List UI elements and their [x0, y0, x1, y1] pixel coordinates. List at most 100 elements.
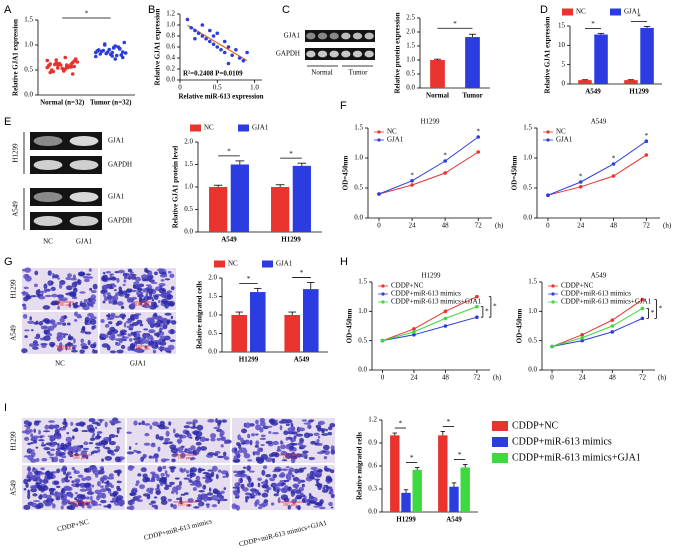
- y-tick-label: 0.5: [358, 336, 367, 344]
- cell-blob: [222, 451, 227, 457]
- cell-blob: [191, 480, 197, 485]
- cell-blob: [87, 312, 94, 317]
- cell-blob: [133, 420, 138, 426]
- cell-blob: [65, 436, 73, 443]
- cell-blob: [289, 445, 295, 450]
- point: [55, 66, 60, 70]
- cell-blob: [63, 485, 71, 491]
- cell-blob: [156, 334, 160, 338]
- cell-blob: [252, 451, 258, 454]
- cell-blob: [223, 456, 230, 461]
- cell-blob: [324, 467, 332, 472]
- cell-blob: [287, 427, 295, 433]
- blot-band: [317, 32, 328, 40]
- cell-blob: [73, 318, 78, 322]
- cell-blob: [83, 278, 90, 283]
- x-tick-label: A549: [446, 516, 462, 524]
- x-tick-label: 0.5: [213, 84, 222, 92]
- cell-blob: [38, 439, 45, 442]
- x-tick-label: 24: [577, 222, 585, 230]
- point: [114, 53, 119, 58]
- cell-blob: [220, 495, 224, 499]
- cell-blob: [27, 489, 31, 495]
- cell-blob: [91, 500, 96, 507]
- blot-band: [329, 50, 339, 58]
- cell-blob: [69, 476, 73, 479]
- scale-label: 100 μm: [73, 502, 87, 507]
- legend-swatch: [262, 260, 273, 268]
- cell-blob: [301, 419, 308, 422]
- cell-blob: [139, 302, 143, 306]
- point: [96, 48, 101, 52]
- cell-blob: [86, 491, 95, 495]
- blot-label: GJA1: [284, 32, 301, 40]
- cell-blob: [220, 444, 224, 448]
- marker: [610, 324, 615, 328]
- cell-blob: [156, 476, 161, 482]
- y-axis-label: Relative protein expression: [394, 12, 402, 93]
- x-unit: (h): [493, 374, 502, 382]
- cell-blob: [146, 487, 153, 493]
- cell-blob: [30, 329, 34, 332]
- cell-blob: [102, 474, 108, 481]
- cell-blob: [109, 350, 117, 354]
- cell-blob: [294, 489, 302, 494]
- series-line: [378, 151, 479, 195]
- cell-blob: [82, 275, 89, 279]
- cell-blob: [216, 455, 225, 459]
- cell-blob: [128, 465, 135, 469]
- cell-blob: [140, 291, 144, 296]
- legend-marker: [381, 292, 385, 296]
- point: [73, 57, 78, 61]
- cell-blob: [189, 467, 198, 473]
- panel-letter: A: [4, 4, 12, 16]
- cell-blob: [140, 274, 148, 280]
- cell-blob: [27, 479, 31, 482]
- x-tick-label: H1299: [239, 356, 259, 364]
- legend-label: NC: [576, 8, 586, 16]
- cell-blob: [192, 419, 199, 424]
- cell-blob: [140, 468, 145, 472]
- y-axis-label: Relative GJA1 expression: [544, 16, 552, 93]
- legend-marker: [546, 138, 550, 142]
- cell-blob: [196, 424, 204, 431]
- x-tick-label: 1.0: [250, 84, 259, 92]
- cell-blob: [88, 301, 96, 305]
- cell-blob: [135, 480, 140, 485]
- cell-blob: [30, 442, 34, 445]
- cell-blob: [319, 483, 323, 488]
- cell-blob: [35, 289, 40, 296]
- cell-blob: [71, 466, 75, 470]
- y-tick-label: 0.8: [166, 32, 175, 40]
- cell-blob: [25, 295, 32, 300]
- cell-blob: [74, 311, 79, 317]
- cell-blob: [127, 333, 132, 337]
- cell-blob: [257, 482, 261, 488]
- cell-blob: [138, 283, 145, 288]
- cell-blob: [302, 450, 309, 454]
- cell-blob: [40, 435, 45, 438]
- significance: *: [300, 269, 304, 277]
- cell-label: H1299: [12, 143, 20, 163]
- cell-blob: [38, 429, 41, 435]
- cell-blob: [164, 437, 171, 442]
- cell-blob: [135, 347, 142, 353]
- cell-blob: [285, 466, 290, 469]
- cell-blob: [59, 317, 65, 323]
- cell-blob: [96, 495, 100, 501]
- cell-blob: [33, 421, 40, 426]
- cell-blob: [192, 486, 197, 492]
- cell-blob: [116, 320, 123, 325]
- point: [48, 62, 53, 66]
- cell-blob: [81, 477, 87, 481]
- cell-blob: [180, 493, 186, 496]
- cell-blob: [263, 499, 269, 503]
- cell-blob: [30, 488, 38, 493]
- y-tick-label: 1.0: [24, 41, 33, 49]
- cell-blob: [136, 499, 143, 503]
- scale-label: 100 μm: [283, 502, 297, 507]
- cell-blob: [32, 342, 38, 348]
- cell-blob: [134, 330, 142, 333]
- cell-blob: [243, 466, 247, 470]
- cell-blob: [23, 286, 29, 290]
